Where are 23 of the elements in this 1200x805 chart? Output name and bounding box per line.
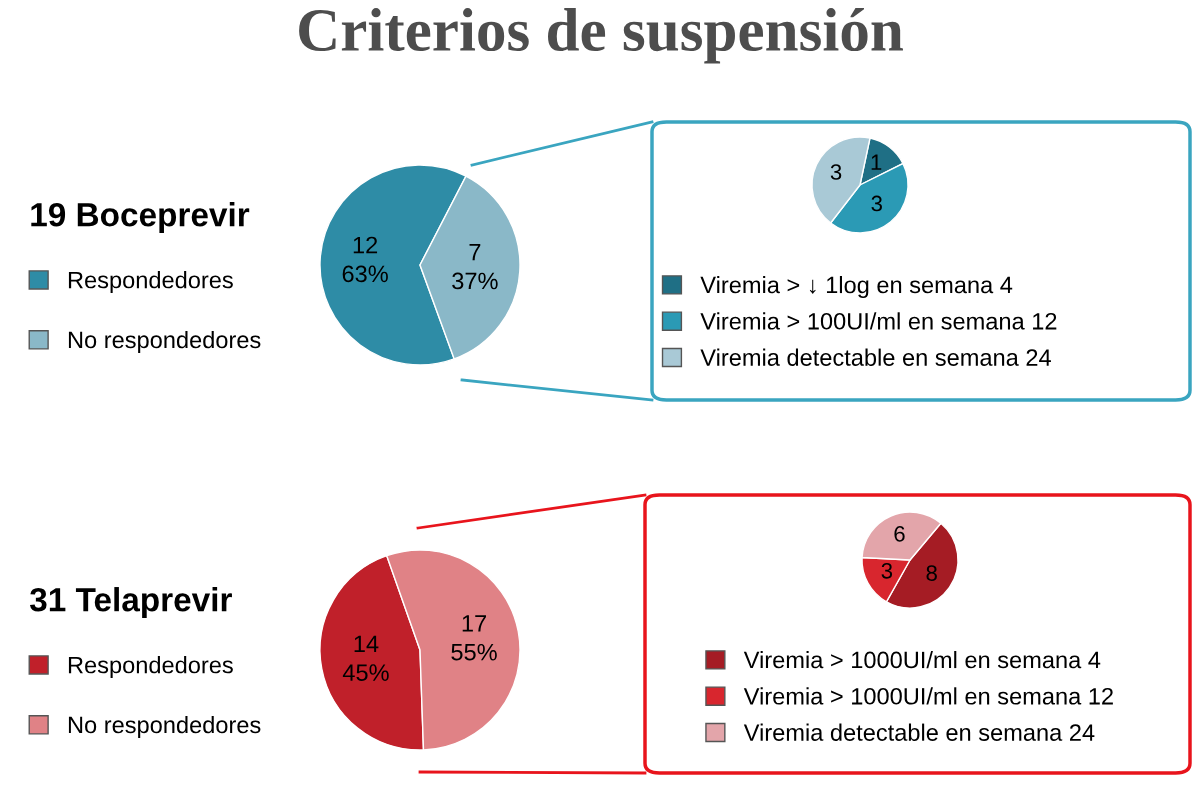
data-label: 6 xyxy=(894,526,905,542)
data-label: 17 55% xyxy=(451,615,497,661)
data-label: 3 xyxy=(830,164,842,180)
legend-title: 31 Telaprevir xyxy=(29,587,232,619)
data-label: 3 xyxy=(871,195,882,212)
data-label: 1 xyxy=(871,154,882,170)
legend-label: Viremia detectable en semana 24 xyxy=(743,723,1095,741)
legend-label: Respondedores xyxy=(68,271,233,294)
legend-label: No respondedores xyxy=(68,715,261,738)
data-label: 14 45% xyxy=(342,635,389,681)
legend-label: Viremia > 1000UI/ml en semana 12 xyxy=(743,687,1113,705)
data-label: 12 63% xyxy=(342,236,388,283)
legend-title: 19 Boceprevir xyxy=(31,202,250,234)
data-label: 8 xyxy=(926,565,937,581)
data-label: 7 37% xyxy=(452,243,498,290)
legend-label: Viremia > 1000UI/ml en semana 4 xyxy=(743,650,1101,669)
data-label: 3 xyxy=(881,562,893,579)
chart-title: Criterios de suspensión xyxy=(299,8,903,64)
legend-label: Respondedores xyxy=(68,656,233,679)
legend-label: Viremia detectable en semana 24 xyxy=(700,348,1051,366)
legend-label: Viremia > ↓ 1log en semana 4 xyxy=(700,275,1013,298)
legend-label: Viremia > 100UI/ml en semana 12 xyxy=(700,312,1057,330)
legend-label: No respondedores xyxy=(68,330,261,353)
